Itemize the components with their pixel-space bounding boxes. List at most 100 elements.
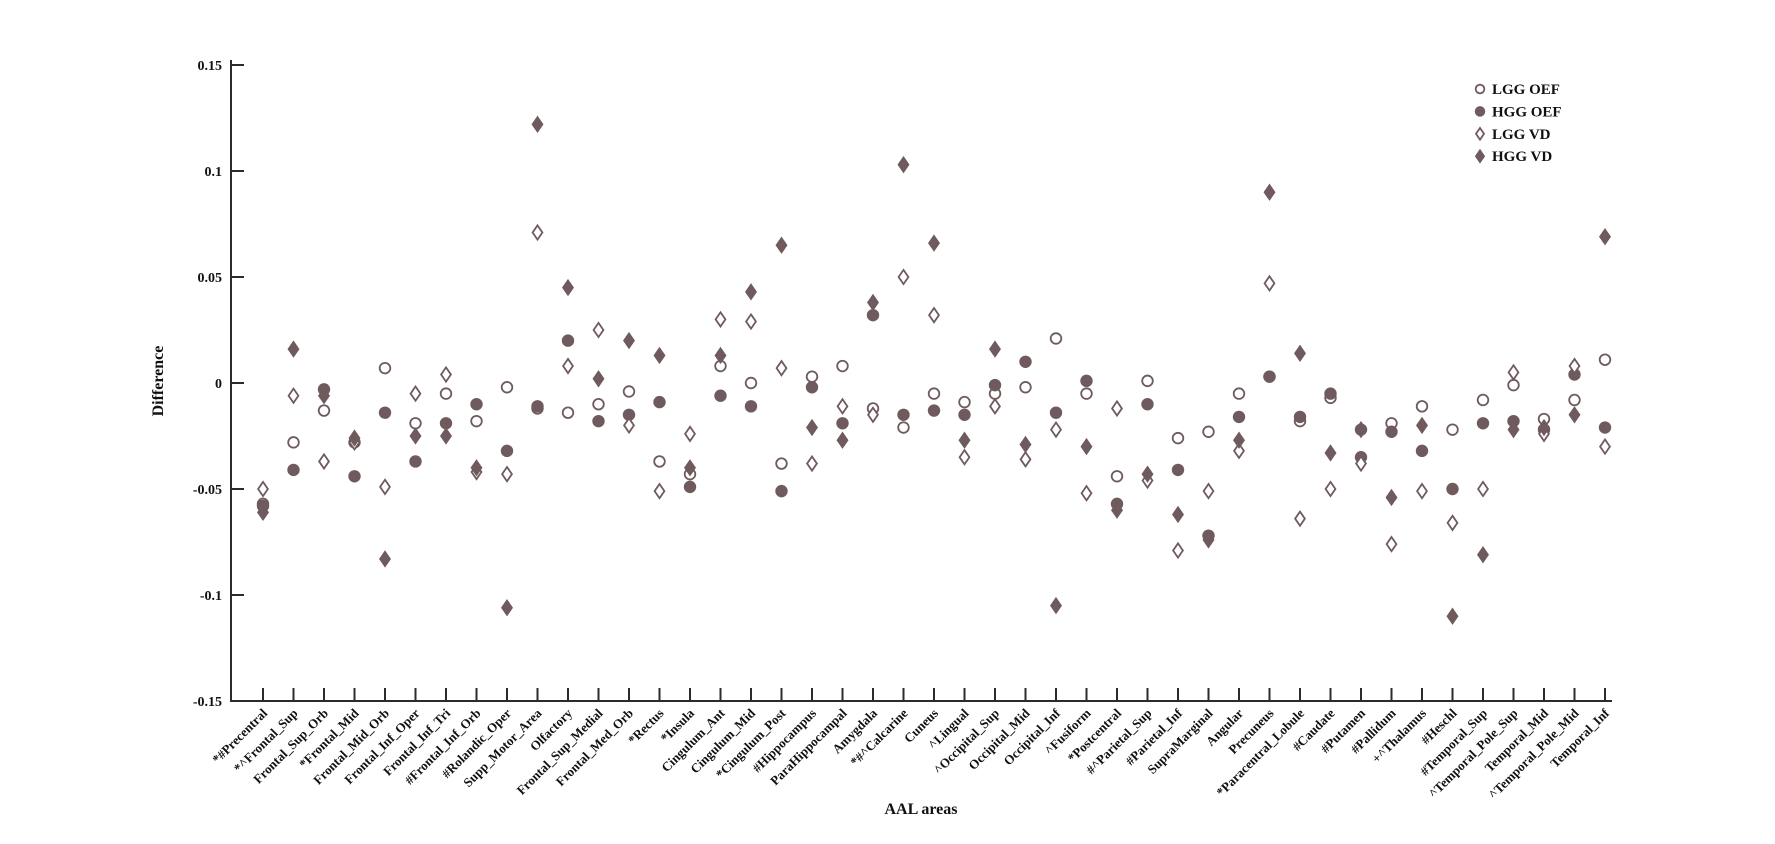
- data-point-lgg-vd: [897, 268, 910, 286]
- data-point-lgg-vd: [1233, 442, 1245, 460]
- data-point-hgg-oef: [409, 455, 422, 468]
- legend: LGG OEF HGG OEF LGG VD HGG VD: [1474, 82, 1562, 165]
- data-point-lgg-vd: [745, 312, 757, 331]
- legend-marker-filled-diamond: [1474, 148, 1486, 164]
- data-point-lgg-vd: [257, 480, 269, 498]
- data-point-hgg-oef: [927, 404, 941, 417]
- data-point-hgg-oef: [836, 417, 849, 430]
- y-tick-label: 0.1: [205, 165, 223, 180]
- data-point-hgg-vd: [989, 340, 1001, 358]
- data-point-hgg-vd: [897, 155, 910, 174]
- data-point-lgg-oef: [805, 370, 819, 383]
- data-point-hgg-vd: [1233, 431, 1245, 449]
- data-point-lgg-vd: [806, 454, 818, 473]
- data-point-hgg-oef: [470, 398, 483, 411]
- data-point-hgg-vd: [684, 459, 696, 477]
- data-point-lgg-oef: [897, 421, 910, 434]
- data-point-lgg-vd: [409, 384, 422, 403]
- data-point-hgg-oef: [1598, 421, 1612, 434]
- data-point-lgg-vd: [501, 465, 513, 483]
- data-point-hgg-oef: [348, 470, 361, 483]
- data-point-lgg-vd: [1507, 363, 1520, 382]
- data-point-hgg-oef: [1080, 374, 1093, 388]
- data-point-lgg-vd: [1355, 454, 1367, 473]
- data-point-lgg-vd: [318, 452, 330, 471]
- data-point-hgg-vd: [318, 387, 330, 405]
- data-point-lgg-oef: [592, 398, 605, 411]
- y-tick-label: 0.15: [198, 59, 223, 74]
- data-point-lgg-vd: [958, 448, 971, 466]
- data-point-hgg-oef: [531, 400, 544, 413]
- data-point-lgg-vd: [1263, 274, 1276, 293]
- data-point-hgg-vd: [1294, 344, 1306, 363]
- data-point-lgg-oef: [1171, 431, 1185, 445]
- data-point-hgg-oef: [775, 484, 788, 498]
- data-point-hgg-oef: [1141, 398, 1154, 411]
- data-point-hgg-vd: [1111, 501, 1123, 519]
- data-point-hgg-vd: [836, 431, 849, 449]
- y-tick-label: -0.1: [200, 589, 222, 604]
- data-point-lgg-oef: [1141, 374, 1154, 388]
- data-point-lgg-oef: [561, 406, 575, 419]
- data-point-lgg-vd: [653, 482, 666, 500]
- data-point-lgg-vd: [1324, 480, 1337, 498]
- data-point-hgg-vd: [1202, 531, 1215, 549]
- data-point-hgg-vd: [928, 234, 940, 252]
- data-point-lgg-oef: [1446, 423, 1459, 436]
- data-point-hgg-oef: [1476, 417, 1490, 430]
- data-point-lgg-vd: [379, 478, 391, 496]
- data-point-lgg-oef: [1019, 381, 1032, 394]
- legend-marker-open-diamond: [1474, 126, 1486, 142]
- data-point-hgg-vd: [1446, 607, 1459, 625]
- data-point-hgg-vd: [1263, 183, 1276, 201]
- data-point-hgg-vd: [287, 340, 300, 358]
- data-point-hgg-vd: [501, 599, 513, 617]
- data-point-hgg-vd: [867, 293, 879, 312]
- data-point-lgg-oef: [287, 436, 300, 449]
- data-point-hgg-oef: [1049, 406, 1063, 419]
- data-point-lgg-vd: [592, 321, 605, 339]
- data-point-hgg-vd: [1050, 596, 1062, 615]
- data-point-lgg-vd: [440, 365, 452, 384]
- data-point-lgg-vd: [928, 306, 940, 324]
- data-point-hgg-vd: [1568, 406, 1581, 424]
- data-point-hgg-vd: [1477, 546, 1489, 564]
- data-point-hgg-vd: [653, 346, 666, 365]
- data-point-hgg-vd: [257, 503, 269, 522]
- data-point-hgg-vd: [440, 427, 452, 445]
- legend-label: HGG VD: [1492, 149, 1552, 165]
- data-point-hgg-oef: [714, 389, 727, 402]
- data-point-lgg-vd: [1568, 357, 1581, 375]
- data-point-lgg-vd: [1202, 482, 1215, 500]
- data-point-lgg-vd: [1294, 509, 1306, 528]
- data-point-hgg-oef: [653, 395, 666, 409]
- data-point-hgg-vd: [806, 418, 818, 437]
- data-point-hgg-oef: [805, 381, 819, 394]
- data-point-hgg-vd: [1172, 505, 1184, 524]
- data-point-hgg-vd: [1507, 420, 1520, 439]
- data-point-lgg-oef: [622, 385, 636, 398]
- data-point-hgg-oef: [378, 406, 392, 419]
- data-point-hgg-vd: [623, 331, 635, 350]
- data-point-lgg-oef: [836, 359, 849, 373]
- data-point-lgg-oef: [1415, 400, 1429, 413]
- data-point-lgg-oef: [317, 404, 331, 417]
- data-point-hgg-vd: [592, 370, 605, 388]
- data-point-lgg-vd: [775, 359, 788, 377]
- data-point-hgg-vd: [379, 550, 391, 568]
- data-point-hgg-vd: [1355, 420, 1367, 439]
- data-point-hgg-oef: [1385, 425, 1398, 438]
- data-point-lgg-vd: [1446, 514, 1459, 532]
- data-point-hgg-vd: [348, 429, 361, 447]
- x-axis-title: AAL areas: [884, 801, 957, 818]
- data-point-hgg-oef: [592, 414, 605, 428]
- data-point-lgg-oef: [1476, 393, 1490, 407]
- data-point-lgg-oef: [1049, 332, 1063, 345]
- data-point-lgg-vd: [1111, 399, 1123, 418]
- data-point-lgg-oef: [500, 381, 514, 394]
- data-point-lgg-vd: [836, 397, 849, 416]
- data-point-hgg-oef: [1232, 410, 1246, 424]
- y-tick-label: 0: [215, 377, 222, 392]
- data-point-lgg-vd: [1172, 541, 1184, 560]
- data-points-layer: [256, 115, 1612, 625]
